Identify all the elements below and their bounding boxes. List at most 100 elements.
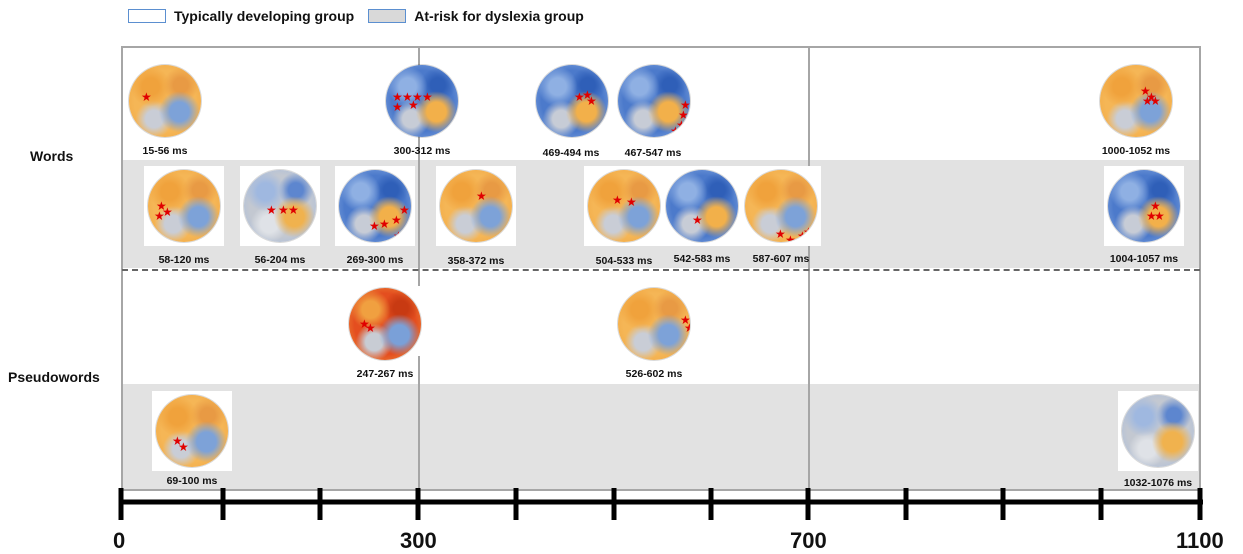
- electrode-star-icon: ★: [1150, 199, 1161, 213]
- electrode-star-icon: ★: [476, 189, 487, 203]
- electrode-star-icon: ★: [369, 219, 380, 233]
- electrode-star-icon: ★: [288, 203, 299, 217]
- electrode-star-icon: ★: [412, 90, 423, 104]
- topographic-map: ★ ★: [349, 288, 421, 360]
- topographic-map: ★ ★ ★ ★: [618, 65, 690, 137]
- time-window-label: 269-300 ms: [346, 254, 404, 266]
- electrode-star-icon: ★: [399, 203, 410, 217]
- electrode-star-icon: ★: [172, 434, 183, 448]
- time-window-label: 58-120 ms: [158, 254, 210, 266]
- electrode-star-icon: ★: [680, 313, 690, 327]
- time-axis: [118, 488, 1203, 520]
- axis-label-300: 300: [400, 528, 437, 553]
- divider-300-lower: [418, 356, 420, 491]
- electrode-star-icon: ★: [1146, 90, 1157, 104]
- topographic-map: ★ ★ ★ ★: [745, 170, 817, 242]
- electrode-star-icon: ★: [141, 90, 152, 104]
- electrode-star-icon: ★: [178, 440, 189, 454]
- electrode-star-icon: ★: [612, 193, 623, 207]
- divider-300-upper: [418, 46, 420, 286]
- axis-label-0: 0: [113, 528, 126, 553]
- legend-label-typical: Typically developing group: [174, 8, 355, 24]
- electrode-star-icon: ★: [775, 227, 786, 241]
- legend-swatch-typical: [128, 9, 166, 23]
- time-window-label: 467-547 ms: [624, 147, 682, 159]
- time-window-label: 1004-1057 ms: [1109, 253, 1179, 265]
- electrode-star-icon: ★: [626, 195, 637, 209]
- topographic-map: ★: [440, 170, 512, 242]
- electrode-star-icon: ★: [154, 209, 165, 223]
- plot-frame: [121, 46, 1201, 491]
- time-window-label: 56-204 ms: [254, 254, 306, 266]
- electrode-star-icon: ★: [574, 90, 585, 104]
- time-window-label: 587-607 ms: [752, 253, 810, 265]
- electrode-star-icon: ★: [1146, 209, 1157, 223]
- electrode-star-icon: ★: [670, 124, 681, 137]
- row-label-words: Words: [30, 148, 74, 164]
- time-window-label: 526-602 ms: [625, 368, 683, 380]
- electrode-star-icon: ★: [785, 233, 796, 242]
- electrode-star-icon: ★: [402, 90, 413, 104]
- topographic-map: ★: [129, 65, 201, 137]
- topographic-map: ★ ★ ★ ★: [1100, 65, 1172, 137]
- time-window-label: 1032-1076 ms: [1123, 477, 1193, 489]
- electrode-star-icon: ★: [1150, 94, 1161, 108]
- legend-item-typical: Typically developing group: [128, 8, 354, 24]
- electrode-star-icon: ★: [359, 317, 370, 331]
- electrode-star-icon: ★: [680, 98, 690, 112]
- electrode-star-icon: ★: [392, 90, 403, 104]
- time-window-label: 69-100 ms: [166, 475, 218, 487]
- topographic-map: ★ ★ ★: [1108, 170, 1180, 242]
- topographic-map: ★ ★: [618, 288, 690, 360]
- legend-item-risk: At-risk for dyslexia group: [368, 8, 584, 24]
- legend: Typically developing group At-risk for d…: [128, 8, 584, 24]
- pseudowords-risk-band: [122, 384, 1200, 490]
- electrode-star-icon: ★: [266, 203, 277, 217]
- electrode-star-icon: ★: [391, 213, 402, 227]
- divider-700: [808, 46, 810, 491]
- electrode-star-icon: ★: [1154, 209, 1165, 223]
- electrode-star-icon: ★: [365, 321, 376, 335]
- time-window-label: 1000-1052 ms: [1101, 145, 1171, 157]
- time-window-label: 247-267 ms: [356, 368, 414, 380]
- legend-label-risk: At-risk for dyslexia group: [414, 8, 584, 24]
- topographic-map: ★ ★ ★ ★ ★: [339, 170, 411, 242]
- time-window-label: 300-312 ms: [393, 145, 451, 157]
- topographic-map: ★ ★ ★ ★ ★ ★: [386, 65, 458, 137]
- time-window-label: 504-533 ms: [595, 255, 653, 267]
- topographic-map: ★ ★ ★: [244, 170, 316, 242]
- electrode-star-icon: ★: [422, 90, 433, 104]
- electrode-star-icon: ★: [676, 118, 687, 132]
- topographic-map: ★ ★ ★: [148, 170, 220, 242]
- time-window-label: 542-583 ms: [673, 253, 731, 265]
- electrode-star-icon: ★: [162, 205, 173, 219]
- electrode-star-icon: ★: [582, 88, 593, 102]
- topographic-map: ★ ★ ★: [536, 65, 608, 137]
- electrode-star-icon: ★: [156, 199, 167, 213]
- axis-label-1100: 1100: [1176, 528, 1224, 553]
- electrode-star-icon: ★: [408, 98, 419, 112]
- words-pseudowords-separator: [122, 269, 1200, 271]
- electrode-star-icon: ★: [692, 213, 703, 227]
- electrode-star-icon: ★: [797, 229, 808, 242]
- time-window-label: 15-56 ms: [142, 145, 188, 157]
- topographic-map: ★: [666, 170, 738, 242]
- time-window-label: 469-494 ms: [542, 147, 600, 159]
- time-window-label: 358-372 ms: [447, 255, 505, 267]
- electrode-star-icon: ★: [392, 100, 403, 114]
- electrode-star-icon: ★: [393, 229, 404, 242]
- row-label-pseudowords: Pseudowords: [8, 369, 100, 385]
- topographic-map: [1122, 395, 1194, 467]
- electrode-star-icon: ★: [684, 321, 690, 335]
- electrode-star-icon: ★: [586, 94, 597, 108]
- axis-label-700: 700: [790, 528, 827, 553]
- electrode-star-icon: ★: [379, 217, 390, 231]
- topographic-map: ★ ★: [156, 395, 228, 467]
- electrode-star-icon: ★: [1140, 84, 1151, 98]
- electrode-star-icon: ★: [1142, 94, 1153, 108]
- electrode-star-icon: ★: [803, 225, 814, 239]
- electrode-star-icon: ★: [678, 108, 689, 122]
- electrode-star-icon: ★: [278, 203, 289, 217]
- topographic-map: ★ ★: [588, 170, 660, 242]
- legend-swatch-risk: [368, 9, 407, 23]
